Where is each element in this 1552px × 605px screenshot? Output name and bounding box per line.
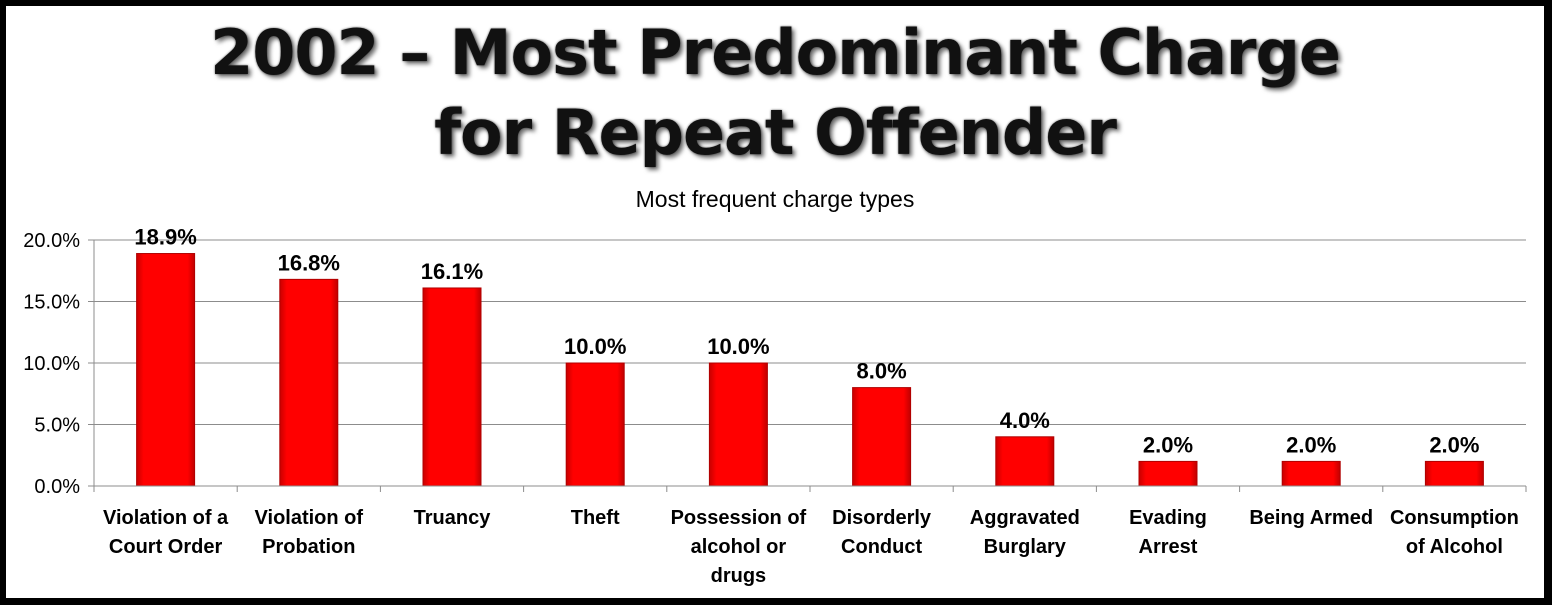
main-title-line-1: 2002 – Most Predominant Charge: [210, 16, 1341, 89]
chart-subtitle: Most frequent charge types: [635, 186, 915, 212]
data-label: 18.9%: [134, 225, 196, 250]
bar: [565, 362, 625, 487]
main-title-line-2: for Repeat Offender: [434, 96, 1117, 169]
bar: [279, 278, 339, 487]
bar: [1138, 460, 1198, 487]
data-label: 8.0%: [857, 359, 907, 384]
category-label: Evading: [1129, 507, 1207, 529]
category-label: Truancy: [414, 507, 492, 529]
y-tick-label: 10.0%: [23, 353, 80, 375]
bar-chart: 0.0% 5.0% 10.0% 15.0% 20.0% 18.9% Violation of…: [23, 225, 1527, 587]
category-label: Violation of: [255, 507, 364, 529]
data-label: 10.0%: [707, 334, 769, 359]
category-label: of Alcohol: [1406, 536, 1503, 558]
y-tick-label: 5.0%: [34, 415, 80, 437]
bar: [708, 362, 768, 487]
y-tick-label: 0.0%: [34, 476, 80, 498]
category-label: alcohol or: [691, 536, 787, 558]
category-label: Arrest: [1139, 536, 1198, 558]
bar: [852, 387, 912, 487]
data-label: 10.0%: [564, 334, 626, 359]
bar: [422, 287, 482, 487]
data-label: 2.0%: [1286, 432, 1336, 457]
data-label: 16.1%: [421, 259, 483, 284]
category-label: Consumption: [1390, 507, 1519, 529]
chart-panel: 2002 – Most Predominant Charge for Repea…: [6, 6, 1544, 598]
y-tick-label: 15.0%: [23, 292, 80, 314]
category-label: Aggravated: [970, 507, 1080, 529]
data-label: 16.8%: [278, 250, 340, 275]
category-label: Probation: [262, 536, 355, 558]
category-label: Violation of a: [103, 507, 229, 529]
category-label: Burglary: [984, 536, 1067, 558]
category-label: Possession of: [671, 507, 807, 529]
data-label: 2.0%: [1143, 432, 1193, 457]
bar: [1281, 460, 1341, 487]
data-label: 4.0%: [1000, 408, 1050, 433]
bar: [995, 436, 1055, 487]
category-label: Disorderly: [832, 507, 932, 529]
data-label: 2.0%: [1429, 432, 1479, 457]
category-label: drugs: [711, 565, 767, 587]
bar: [1424, 460, 1484, 487]
category-label: Theft: [571, 507, 620, 529]
category-label: Being Armed: [1249, 507, 1373, 529]
category-label: Court Order: [109, 536, 223, 558]
category-label: Conduct: [841, 536, 922, 558]
y-tick-label: 20.0%: [23, 230, 80, 252]
bar: [136, 253, 196, 487]
